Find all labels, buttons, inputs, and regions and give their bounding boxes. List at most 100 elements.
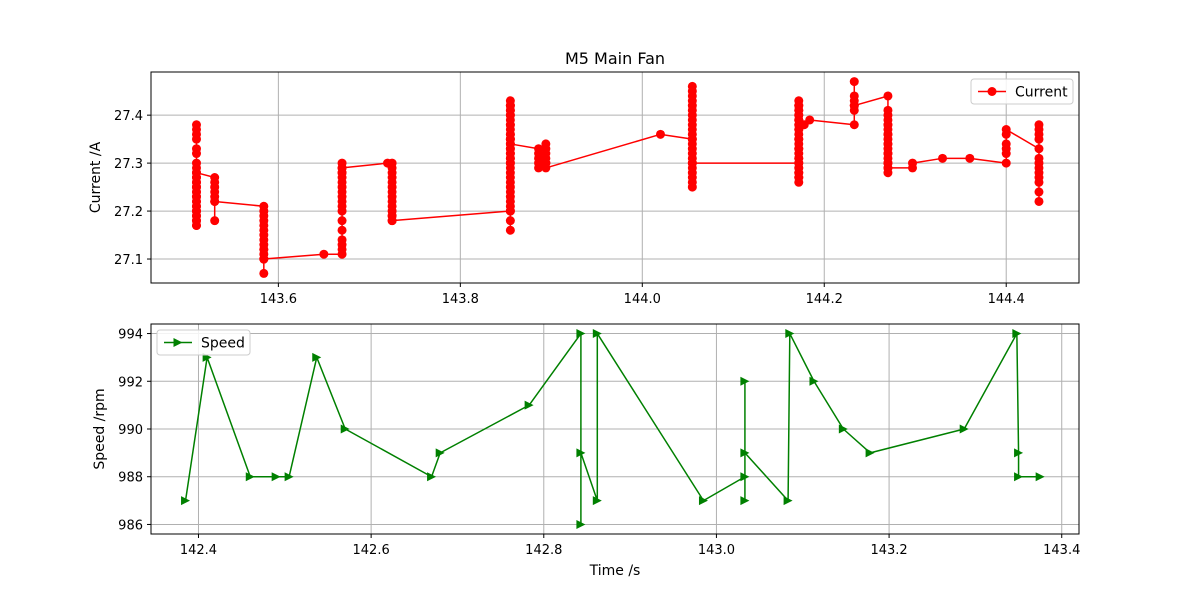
data-point	[576, 519, 586, 529]
data-point	[849, 101, 859, 111]
data-point	[1034, 196, 1044, 206]
data-point	[1034, 187, 1044, 197]
series-current	[191, 77, 1044, 278]
x-tick-label: 143.8	[442, 292, 479, 307]
y-tick-label: 27.3	[114, 157, 143, 172]
legend-marker	[173, 338, 183, 347]
legend-label: Speed	[201, 336, 245, 352]
data-point	[210, 216, 220, 226]
data-point	[698, 496, 708, 506]
x-tick-label: 143.0	[698, 543, 735, 558]
data-point	[259, 244, 269, 254]
grid	[151, 324, 1079, 534]
y-axis-ticks: 986 988 990 992 994	[118, 328, 151, 533]
data-point	[655, 129, 665, 139]
data-point	[505, 158, 515, 168]
data-point	[883, 120, 893, 130]
data-point	[505, 216, 515, 226]
data-point	[687, 182, 697, 192]
grid	[151, 72, 1079, 283]
data-point	[794, 163, 804, 173]
data-point	[337, 225, 347, 235]
data-point	[908, 158, 918, 168]
legend-box	[970, 78, 1074, 105]
data-point	[785, 329, 795, 339]
data-point	[1035, 472, 1045, 482]
x-tick-label: 144.2	[806, 292, 843, 307]
y-tick-label: 27.2	[114, 205, 143, 220]
data-point	[505, 139, 515, 149]
x-tick-label: 142.8	[525, 543, 562, 558]
series-line	[184, 332, 1041, 526]
data-point	[740, 448, 750, 458]
data-point	[337, 216, 347, 226]
data-point	[794, 144, 804, 154]
data-point	[883, 139, 893, 149]
data-point	[883, 91, 893, 101]
data-point	[340, 424, 350, 434]
data-point	[849, 120, 859, 130]
data-point	[505, 110, 515, 120]
legend-label: Current	[1015, 85, 1068, 101]
data-point	[883, 149, 893, 159]
series-speed	[181, 329, 1045, 529]
data-point	[740, 496, 750, 506]
x-tick-label: 142.6	[353, 543, 390, 558]
data-point	[191, 149, 201, 159]
data-point	[524, 400, 534, 410]
data-point	[849, 91, 859, 101]
data-point	[809, 376, 819, 386]
data-point	[505, 120, 515, 130]
legend: Current	[970, 78, 1074, 105]
data-point	[740, 376, 750, 386]
data-point	[1001, 139, 1011, 149]
data-point	[838, 424, 848, 434]
y-tick-label: 27.4	[114, 109, 143, 124]
data-point	[505, 225, 515, 235]
data-point	[592, 496, 602, 506]
data-point	[865, 448, 875, 458]
data-point	[271, 472, 281, 482]
data-point	[337, 235, 347, 245]
data-point	[319, 249, 329, 259]
data-point	[687, 168, 697, 178]
data-point	[1034, 120, 1044, 130]
y-tick-label: 986	[118, 518, 143, 533]
data-point	[1014, 472, 1024, 482]
data-point	[534, 163, 544, 173]
chart-title: M5 Main Fan	[565, 49, 665, 68]
data-point	[783, 496, 793, 506]
data-point	[181, 496, 191, 506]
data-point	[427, 472, 437, 482]
data-point	[387, 216, 397, 226]
y-tick-label: 994	[118, 328, 143, 343]
data-point	[245, 472, 255, 482]
data-point	[259, 268, 269, 278]
data-point	[210, 196, 220, 206]
x-tick-label: 144.0	[624, 292, 661, 307]
data-point	[1001, 158, 1011, 168]
x-axis-ticks: 142.4 142.6 142.8 143.0 143.2 143.4	[180, 534, 1080, 558]
x-tick-label: 143.6	[260, 292, 297, 307]
x-tick-label: 142.4	[180, 543, 217, 558]
y-tick-label: 27.1	[114, 253, 143, 268]
legend-box	[156, 329, 251, 356]
data-point	[541, 139, 551, 149]
current-chart: M5 Main Fan 143.6 143.8 144.0 144.2 144.4 27…	[88, 49, 1080, 307]
data-point	[337, 163, 347, 173]
y-tick-label: 992	[118, 375, 143, 390]
data-point	[284, 472, 294, 482]
y-axis-ticks: 27.1 27.2 27.3 27.4	[114, 109, 151, 268]
data-point	[191, 168, 201, 178]
data-point	[965, 153, 975, 163]
data-point	[883, 129, 893, 139]
data-point	[794, 153, 804, 163]
data-point	[435, 448, 445, 458]
data-point	[849, 77, 859, 87]
x-tick-label: 144.4	[988, 292, 1025, 307]
data-point	[1001, 125, 1011, 135]
data-point	[576, 329, 586, 339]
data-point	[1034, 177, 1044, 187]
y-axis-label: Current /A	[88, 141, 104, 213]
